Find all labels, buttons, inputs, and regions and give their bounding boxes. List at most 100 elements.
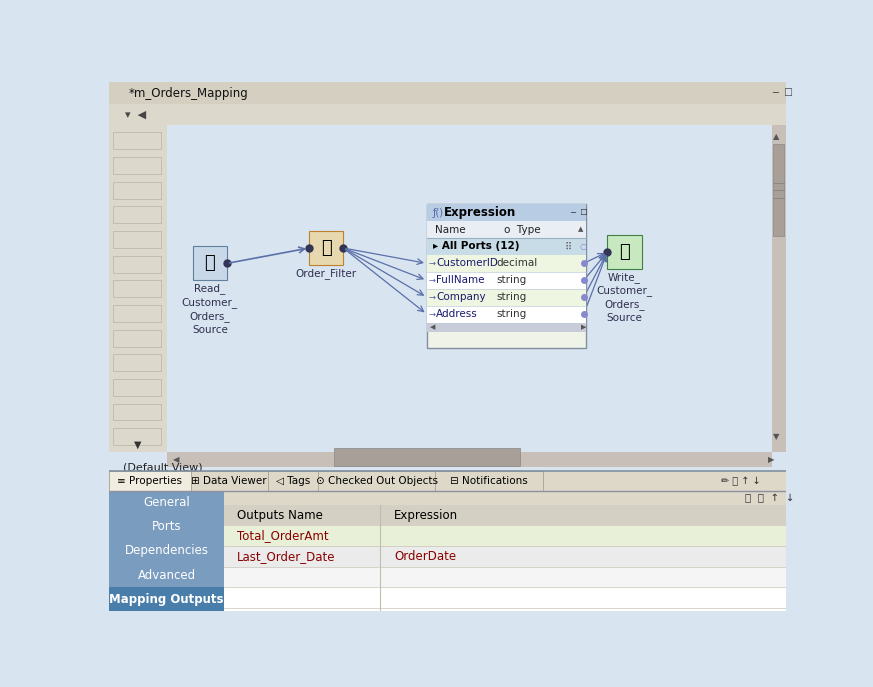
Text: 🔑: 🔑 xyxy=(320,239,332,257)
Text: OrderDate: OrderDate xyxy=(394,550,456,563)
Text: ⎘  🗑  ↑  ↓: ⎘ 🗑 ↑ ↓ xyxy=(745,493,794,503)
FancyBboxPatch shape xyxy=(113,231,161,248)
FancyBboxPatch shape xyxy=(113,354,161,371)
FancyBboxPatch shape xyxy=(109,104,786,125)
FancyBboxPatch shape xyxy=(109,471,786,491)
Text: Expression: Expression xyxy=(444,206,516,219)
FancyBboxPatch shape xyxy=(772,125,786,452)
FancyBboxPatch shape xyxy=(223,491,786,505)
FancyBboxPatch shape xyxy=(113,428,161,445)
FancyBboxPatch shape xyxy=(113,206,161,223)
Text: 📗: 📗 xyxy=(619,243,630,261)
FancyBboxPatch shape xyxy=(427,272,586,289)
FancyBboxPatch shape xyxy=(113,403,161,420)
Text: →: → xyxy=(429,310,436,319)
Text: Company: Company xyxy=(436,292,485,302)
Text: ▼: ▼ xyxy=(773,432,780,441)
Text: Expression: Expression xyxy=(394,509,458,522)
Text: ▲: ▲ xyxy=(578,227,583,232)
Text: ▼: ▼ xyxy=(134,440,141,449)
Text: ◀: ◀ xyxy=(430,324,436,330)
Text: ◀: ◀ xyxy=(173,455,179,464)
Text: Total_OrderAmt: Total_OrderAmt xyxy=(237,530,329,542)
FancyBboxPatch shape xyxy=(223,546,786,567)
FancyBboxPatch shape xyxy=(168,452,772,467)
Text: Outputs Name: Outputs Name xyxy=(237,509,323,522)
FancyBboxPatch shape xyxy=(427,306,586,323)
FancyBboxPatch shape xyxy=(113,330,161,346)
FancyBboxPatch shape xyxy=(113,305,161,322)
Text: Mapping Outputs: Mapping Outputs xyxy=(109,593,223,606)
FancyBboxPatch shape xyxy=(113,133,161,150)
Text: FullName: FullName xyxy=(436,275,485,285)
Text: Ports: Ports xyxy=(152,520,182,533)
FancyBboxPatch shape xyxy=(427,255,586,272)
FancyBboxPatch shape xyxy=(608,235,642,269)
FancyBboxPatch shape xyxy=(427,204,586,348)
FancyBboxPatch shape xyxy=(113,256,161,273)
FancyBboxPatch shape xyxy=(113,157,161,174)
Text: →: → xyxy=(429,293,436,302)
FancyBboxPatch shape xyxy=(223,587,786,608)
FancyBboxPatch shape xyxy=(427,221,586,238)
Text: string: string xyxy=(497,292,527,302)
Text: Write_
Customer_
Orders_
Source: Write_ Customer_ Orders_ Source xyxy=(596,272,652,323)
Text: (Default View): (Default View) xyxy=(123,462,203,473)
Text: *m_Orders_Mapping: *m_Orders_Mapping xyxy=(128,87,248,100)
Text: decimal: decimal xyxy=(497,258,538,269)
FancyBboxPatch shape xyxy=(109,491,223,611)
Text: ⊞ Data Viewer: ⊞ Data Viewer xyxy=(191,476,267,486)
FancyBboxPatch shape xyxy=(113,379,161,396)
Text: →: → xyxy=(429,275,436,285)
Text: ▲: ▲ xyxy=(773,132,780,141)
FancyBboxPatch shape xyxy=(319,471,435,491)
Text: ≡ Properties: ≡ Properties xyxy=(117,476,182,486)
Text: →: → xyxy=(429,259,436,268)
Text: ƒ(): ƒ() xyxy=(433,207,444,218)
FancyBboxPatch shape xyxy=(268,471,319,491)
FancyBboxPatch shape xyxy=(309,231,343,265)
Text: ⊟ Notifications: ⊟ Notifications xyxy=(450,476,528,486)
FancyBboxPatch shape xyxy=(333,448,520,466)
FancyBboxPatch shape xyxy=(109,587,223,611)
Text: ⊙ Checked Out Objects: ⊙ Checked Out Objects xyxy=(315,476,437,486)
FancyBboxPatch shape xyxy=(190,471,268,491)
FancyBboxPatch shape xyxy=(109,471,786,611)
FancyBboxPatch shape xyxy=(435,471,543,491)
FancyBboxPatch shape xyxy=(773,144,784,236)
FancyBboxPatch shape xyxy=(223,526,786,546)
Text: ▶: ▶ xyxy=(581,324,587,330)
Text: o  Type: o Type xyxy=(505,225,541,234)
Text: ─  ☐: ─ ☐ xyxy=(570,208,588,217)
Text: ─  ☐: ─ ☐ xyxy=(772,88,793,98)
Text: Last_Order_Date: Last_Order_Date xyxy=(237,550,336,563)
Text: ⠿: ⠿ xyxy=(564,241,571,251)
Text: General: General xyxy=(143,496,189,509)
Text: Order_Filter: Order_Filter xyxy=(296,268,357,279)
Text: Name: Name xyxy=(435,225,465,234)
FancyBboxPatch shape xyxy=(113,182,161,199)
FancyBboxPatch shape xyxy=(113,280,161,297)
Text: ▸ All Ports (12): ▸ All Ports (12) xyxy=(433,241,519,251)
Text: CustomerID: CustomerID xyxy=(436,258,498,269)
FancyBboxPatch shape xyxy=(109,82,786,104)
Text: ▶: ▶ xyxy=(768,455,774,464)
Text: ◁ Tags: ◁ Tags xyxy=(276,476,310,486)
Text: ✏ 🗑 ↑ ↓: ✏ 🗑 ↑ ↓ xyxy=(721,476,761,486)
Text: ○: ○ xyxy=(580,242,587,251)
FancyBboxPatch shape xyxy=(223,567,786,587)
FancyBboxPatch shape xyxy=(427,204,586,221)
FancyBboxPatch shape xyxy=(168,125,772,452)
Text: string: string xyxy=(497,309,527,319)
Text: Read_
Customer_
Orders_
Source: Read_ Customer_ Orders_ Source xyxy=(182,284,238,335)
FancyBboxPatch shape xyxy=(193,247,227,280)
FancyBboxPatch shape xyxy=(223,505,786,526)
Text: Address: Address xyxy=(436,309,478,319)
FancyBboxPatch shape xyxy=(109,125,168,452)
Text: 📋: 📋 xyxy=(204,254,216,272)
FancyBboxPatch shape xyxy=(427,289,586,306)
FancyBboxPatch shape xyxy=(109,471,190,491)
Text: ▾  ◀: ▾ ◀ xyxy=(125,109,146,120)
Text: Dependencies: Dependencies xyxy=(125,545,209,557)
Text: string: string xyxy=(497,275,527,285)
